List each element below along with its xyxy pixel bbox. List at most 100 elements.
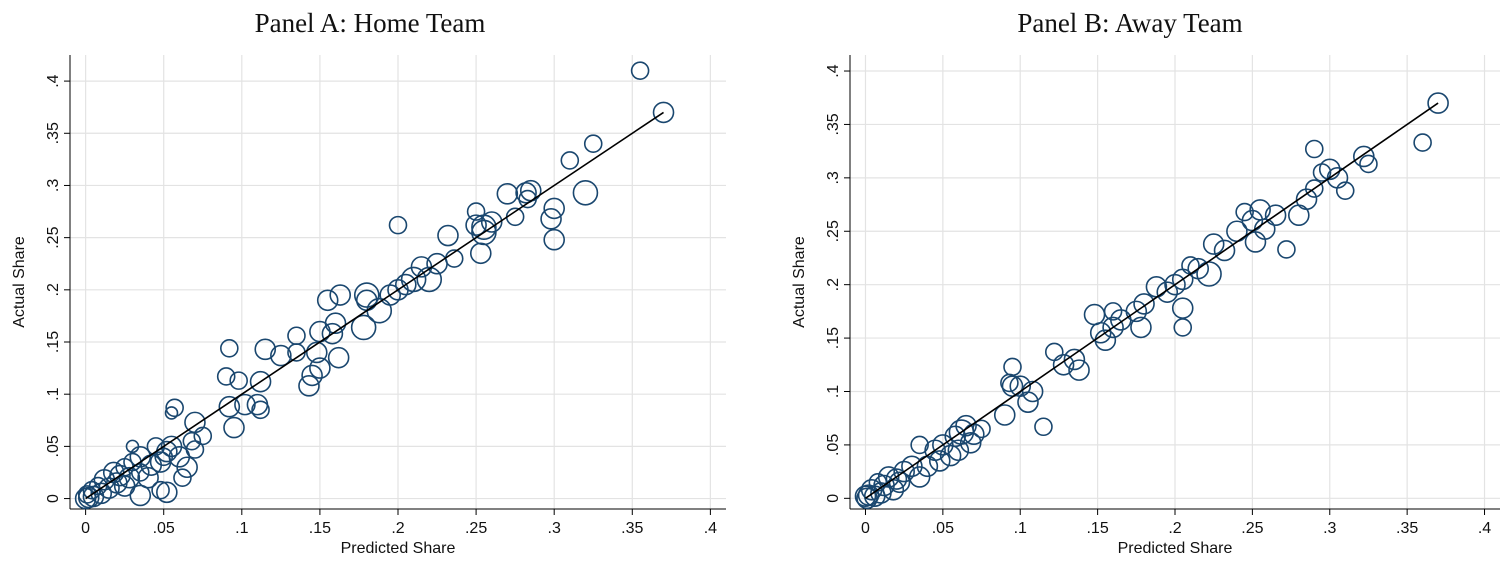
panel-b-y-tick-label: .3 (825, 171, 842, 184)
panel-a-y-tick-label: .25 (45, 226, 62, 248)
panel-b-data-point (870, 482, 892, 504)
panel-a-data-point (82, 480, 102, 500)
panel-b-x-axis-label: Predicted Share (1118, 540, 1233, 557)
panel-b-data-point (1171, 268, 1194, 291)
panel-b-data-point (932, 434, 954, 456)
panel-a-x-tick-label: .2 (391, 520, 404, 537)
panel-b-fit-line (865, 102, 1439, 499)
panel-a-data-point (560, 151, 580, 170)
panel-b-data-point (1353, 145, 1375, 168)
panel-a-plot: 0 .05 .1 .15 .2 .25 .3 .35 .4 0 .05 .1 .15 .2 .25 .3 .35… (11, 55, 726, 557)
panel-a-data-point (229, 371, 248, 390)
panel-a-data-point (246, 393, 269, 416)
panel-b-y-tick-label: .2 (825, 278, 842, 291)
panel-a-y-tick-label: .35 (45, 122, 62, 144)
panel-a-data-point (465, 214, 487, 236)
panel-b-data-point (1145, 276, 1168, 298)
panel-b-x-tick-label: .3 (1323, 520, 1336, 537)
panel-a-data-point (149, 451, 172, 473)
panel-a-data-point (387, 279, 409, 301)
panel-b-data-point (1413, 133, 1432, 152)
panel-b-data-point (1068, 359, 1090, 381)
panel-b-data-point (1063, 348, 1086, 371)
panel-b-data-point (1264, 204, 1287, 227)
panel-a-data-point (223, 416, 245, 439)
panel-b-data-point (1130, 316, 1152, 339)
panel-a-data-point (416, 266, 443, 293)
panel-a-data-point (583, 134, 603, 154)
panel-a-y-tick-label: .1 (45, 387, 62, 400)
panel-b-data-point (1249, 199, 1271, 221)
panel-a-y-tick-label: .3 (45, 179, 62, 192)
panel-b-data-point (939, 444, 962, 467)
panel-a-x-tick-label: .35 (621, 520, 643, 537)
panel-a-y-axis-label: Actual Share (11, 236, 28, 328)
panel-b-data-point (1335, 181, 1355, 200)
panel-b-data-point (1427, 92, 1449, 114)
panel-a-data-point (184, 411, 206, 434)
panel-b-data-point (1102, 316, 1124, 339)
panel-a-data-point (630, 61, 650, 80)
panel-b-data-point (1089, 321, 1112, 344)
panel-b-data-point (908, 466, 931, 488)
panel-a-data-point (234, 393, 256, 416)
panel-a-data-point (515, 181, 537, 204)
panel-b-x-tick-label: .15 (1086, 520, 1108, 537)
panel-b-y-tick-label: .15 (825, 327, 842, 349)
panel-b-y-tick-label: 0 (825, 494, 842, 503)
panel-a-data-point (480, 211, 503, 233)
panel-a-data-point (151, 480, 170, 500)
panel-a-data-point (74, 487, 97, 510)
panel-a-data-point (173, 468, 192, 487)
panel-a-data-point (540, 208, 562, 230)
panel-a-data-point (329, 284, 352, 306)
panel-b-x-tick-label: .2 (1168, 520, 1181, 537)
panel-b-y-axis-label: Actual Share (791, 236, 808, 328)
panel-a-data-point (251, 400, 270, 420)
panel-a-data-point (543, 228, 565, 251)
panel-b-data-point (993, 404, 1016, 426)
panel-a-x-tick-label: .05 (153, 520, 175, 537)
panel-a-data-point (182, 431, 202, 451)
panel-b-x-tick-label: 0 (861, 520, 870, 537)
panel-a-data-point (350, 314, 377, 341)
panel-b-data-point (1173, 318, 1193, 337)
panel-a-data-point (496, 183, 519, 205)
panel-b-title: Panel B: Away Team (1017, 8, 1243, 38)
panel-a-data-point (220, 338, 239, 358)
panel-b-data-point (1312, 163, 1332, 182)
panel-a-data-point (652, 101, 675, 124)
panel-a-data-point (301, 364, 323, 387)
panel-b-data-point (910, 435, 929, 455)
panel-b-data-point (1187, 257, 1210, 280)
panel-b-data-point (1000, 373, 1019, 393)
panel-a-data-point (254, 338, 277, 361)
panel-a-x-tick-label: .25 (465, 520, 487, 537)
panel-b-data-point (1009, 375, 1032, 397)
panel-b-data-point (1196, 261, 1222, 287)
panel-b-data-point (1318, 158, 1341, 181)
panel-b-data-point (1083, 303, 1106, 326)
panel-a-x-axis-label: Predicted Share (341, 540, 456, 557)
panel-a-y-tick-label: .4 (45, 74, 62, 87)
panel-b-data-point (1156, 281, 1179, 303)
panel-a-data-point (316, 289, 339, 312)
panel-b-data-point (1288, 204, 1310, 227)
panel-b-data-point (1133, 293, 1155, 315)
panel-b-data-point (1017, 391, 1039, 413)
panel-a-data-point (437, 224, 459, 247)
panel-b-y-tick-label: .35 (825, 113, 842, 135)
panel-b-y-tick-label: .4 (825, 64, 842, 77)
panel-a-data-point (156, 481, 178, 504)
panel-b-data-point (1003, 357, 1022, 377)
panel-a-x-tick-label: .1 (235, 520, 248, 537)
panel-b-x-tick-label: .1 (1014, 520, 1027, 537)
panel-a-data-point (309, 357, 331, 379)
panel-b-data-point (1034, 417, 1053, 437)
panel-b-x-tick-label: .25 (1241, 520, 1263, 537)
panel-a-data-point (388, 215, 408, 235)
panel-b-x-tick-label: .4 (1478, 520, 1491, 537)
panel-b-data-point (1326, 167, 1349, 189)
panel-a-data-point (321, 322, 344, 345)
